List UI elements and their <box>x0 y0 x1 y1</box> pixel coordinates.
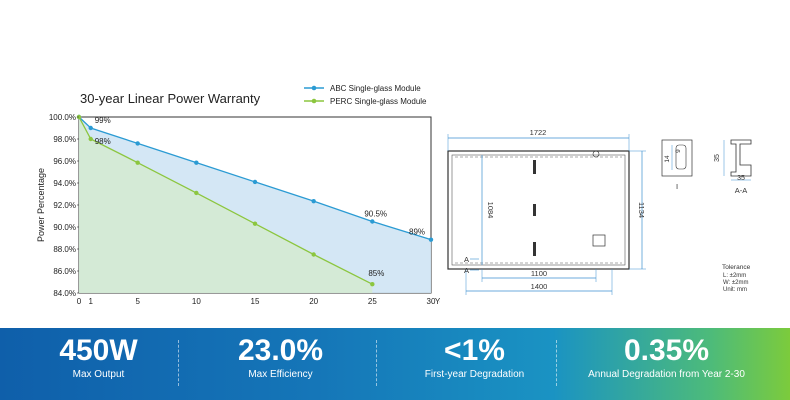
data-point-1-6 <box>370 282 375 287</box>
data-point-1-3 <box>194 190 199 196</box>
dim-height-label: 1134 <box>637 202 646 218</box>
y-tick-label: 88.0% <box>53 245 76 254</box>
detail-14-label: 14 <box>664 155 671 163</box>
data-point-1-1 <box>88 136 93 142</box>
legend-marker-perc <box>311 98 317 104</box>
y-tick-label: 90.0% <box>53 223 76 232</box>
series-line-0 <box>78 116 432 241</box>
detail-slot <box>675 144 687 170</box>
x-tick-label: 0 <box>77 297 82 306</box>
stat-max-output: 450W Max Output <box>0 328 197 400</box>
data-point-1-5 <box>311 252 316 257</box>
dim-1400-label: 1400 <box>531 282 548 291</box>
dim-inner-height-label: 1084 <box>486 202 495 219</box>
data-point-0-7 <box>428 237 434 242</box>
legend-label-abc: ABC Single-glass Module <box>330 84 421 93</box>
label-plate <box>592 234 606 247</box>
chart-legend: ABC Single-glass Module PERC Single-glas… <box>304 84 427 106</box>
legend-marker-abc <box>311 85 317 91</box>
detail-9-label: 9 <box>675 149 682 153</box>
panel-outline <box>447 150 630 270</box>
y-tick-label: 100.0% <box>49 113 76 122</box>
section-mark-a-top: A <box>464 255 469 264</box>
data-label: 89% <box>409 228 425 237</box>
y-tick-label: 98.0% <box>53 135 76 144</box>
y-tick-label: 92.0% <box>53 201 76 210</box>
y-axis-label: Power Percentage <box>36 168 46 242</box>
data-label: 90.5% <box>364 210 387 219</box>
tolerance-line-unit: Unit: mm <box>723 287 747 293</box>
series-area-1 <box>79 117 373 293</box>
stat-value: 450W <box>59 334 138 367</box>
dim-1100-label: 1100 <box>531 269 547 278</box>
data-point-1-2 <box>135 160 140 165</box>
stat-label: First-year Degradation <box>424 369 525 380</box>
detail-circle <box>592 150 600 158</box>
dim-width-label: 1722 <box>530 128 547 137</box>
junction-box-mid <box>533 204 536 216</box>
x-tick-label: 15 <box>251 297 260 306</box>
detail-frame <box>661 139 693 177</box>
warranty-chart: 30-year Linear Power Warranty ABC Single… <box>36 84 440 306</box>
tolerance-line-l: L: ±2mm <box>723 273 746 279</box>
stat-value: 23.0% <box>237 334 324 367</box>
data-point-0-4 <box>252 179 258 185</box>
x-tick-label: 30 <box>427 297 436 306</box>
x-tick-label: 5 <box>135 297 140 306</box>
frame-profile <box>730 139 752 177</box>
x-tick-label: 1 <box>89 297 94 306</box>
data-label: 98% <box>95 137 111 146</box>
section-mark-a-bottom: A <box>464 266 469 275</box>
y-tick-label: 84.0% <box>53 289 76 298</box>
stat-label: Max Output <box>72 369 125 380</box>
y-tick-label: 96.0% <box>53 157 76 166</box>
stat-divider <box>376 340 377 386</box>
stat-annual-degradation: 0.35% Annual Degradation from Year 2-30 <box>568 328 765 400</box>
stat-divider <box>178 340 179 386</box>
tolerance-title: Tolerance <box>722 264 751 271</box>
data-label: 99% <box>95 116 111 125</box>
data-point-0-1 <box>88 125 93 131</box>
stat-label: Max Efficiency <box>248 369 313 380</box>
data-point-0-2 <box>135 141 140 146</box>
stat-divider <box>556 340 557 386</box>
data-point-1-4 <box>252 221 258 226</box>
stat-label: Annual Degradation from Year 2-30 <box>588 369 745 380</box>
x-tick-label: 10 <box>192 297 201 306</box>
data-point-0-5 <box>311 198 316 204</box>
y-tick-label: 86.0% <box>53 267 76 276</box>
legend-label-perc: PERC Single-glass Module <box>330 97 427 106</box>
key-stats-band: 450W Max Output 23.0% Max Efficiency <1%… <box>0 328 790 400</box>
profile-35-h-label: 35 <box>737 175 745 182</box>
data-label: 85% <box>368 269 384 278</box>
stat-first-year-degradation: <1% First-year Degradation <box>376 328 573 400</box>
stat-max-efficiency: 23.0% Max Efficiency <box>182 328 379 400</box>
detail-label: I <box>676 182 678 191</box>
junction-box-bottom <box>533 242 536 256</box>
tolerance-line-w: W: ±2mm <box>723 280 749 286</box>
stat-value: 0.35% <box>623 334 710 367</box>
x-tick-label: 25 <box>368 297 377 306</box>
section-label: A-A <box>735 186 748 195</box>
module-dimension-drawing: 1722 1134 1084 1100 1400 A A 14 9 I 35 3… <box>447 128 752 295</box>
x-tick-label: 20 <box>309 297 318 306</box>
junction-box-top <box>533 160 536 174</box>
chart-title: 30-year Linear Power Warranty <box>80 91 261 106</box>
x-axis-label: Year <box>435 297 440 306</box>
panel-inner-frame <box>451 154 626 266</box>
data-point-0-3 <box>194 160 199 165</box>
data-point-0-6 <box>370 219 375 224</box>
profile-35-v-label: 35 <box>714 154 721 162</box>
stat-value: <1% <box>444 334 505 367</box>
y-tick-label: 94.0% <box>53 179 76 188</box>
